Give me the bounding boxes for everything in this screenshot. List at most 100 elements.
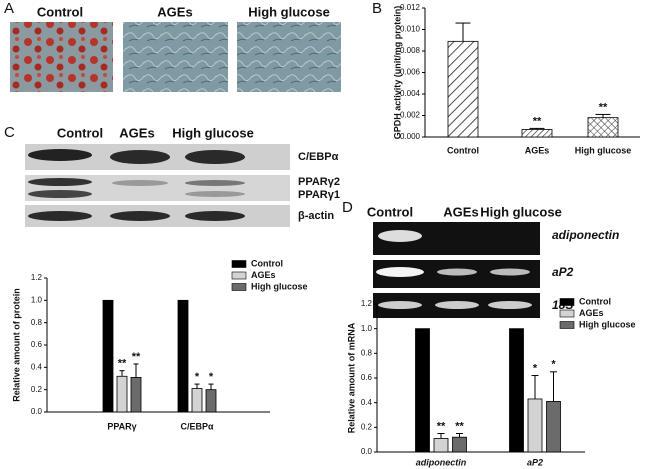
micrograph [123, 22, 228, 92]
bar [527, 398, 543, 453]
y-tick-label: 0.008 [400, 46, 421, 55]
y-tick-label: 0.4 [31, 362, 43, 371]
band-label: C/EBPα [298, 151, 339, 163]
significance-label: ** [437, 420, 446, 432]
panel-label: A [4, 0, 14, 17]
x-tick-label: PPARγ [107, 421, 136, 431]
legend-label: Control [579, 296, 611, 306]
y-tick-label: 0.0 [31, 407, 43, 416]
bar [587, 117, 619, 138]
y-tick-label: 1.0 [31, 295, 43, 304]
legend-swatch [559, 298, 575, 306]
legend-label: Control [251, 258, 283, 268]
bar [415, 328, 430, 453]
legend-label: AGEs [579, 308, 604, 318]
significance-label: ** [455, 420, 464, 432]
x-tick-label: adiponectin [416, 457, 467, 467]
y-axis-title: Relative amount of mRNA [346, 322, 356, 433]
band-label: PPARγ1 [298, 189, 340, 201]
image-label: AGEs [157, 4, 192, 19]
error-bar [208, 383, 214, 390]
image-label: Control [37, 4, 83, 19]
bar [177, 299, 189, 413]
error-bar [133, 363, 139, 378]
significance-label: * [195, 371, 200, 383]
error-bar [531, 375, 539, 399]
error-bar [456, 433, 463, 438]
y-tick-label: 0.2 [31, 385, 43, 394]
y-tick-label: 0.0 [361, 447, 373, 456]
y-tick-label: 0.6 [31, 340, 43, 349]
panel-label: D [342, 199, 353, 216]
legend-label: AGEs [251, 270, 276, 280]
y-tick-label: 0.6 [361, 373, 373, 382]
significance-label: ** [132, 351, 141, 363]
y-tick-label: 0.8 [361, 348, 373, 357]
lane-label: High glucose [480, 204, 562, 219]
legend-swatch [559, 309, 575, 318]
significance-label: * [533, 362, 538, 374]
error-bar [194, 383, 200, 389]
x-tick-label: AGEs [525, 145, 550, 155]
y-tick-label: 0.2 [361, 422, 373, 431]
error-bar [455, 22, 471, 42]
bar [102, 299, 114, 413]
lane-label: AGEs [119, 125, 154, 140]
bar [205, 389, 217, 413]
y-tick-label: 0.004 [400, 89, 421, 98]
significance-label: ** [599, 101, 608, 113]
y-tick-label: 0.002 [400, 111, 421, 120]
bar [509, 328, 524, 453]
micrograph [237, 22, 341, 92]
x-tick-label: aP2 [527, 457, 543, 467]
western-blot [25, 144, 290, 227]
bar [191, 388, 203, 413]
band-label: β-actin [298, 210, 334, 222]
significance-label: ** [533, 115, 542, 127]
lane-label: High glucose [172, 125, 254, 140]
bar [447, 40, 479, 138]
y-axis-title: Relative amount of protein [11, 288, 21, 402]
x-tick-label: Control [447, 145, 479, 155]
legend-swatch [231, 260, 247, 268]
band-label: aP2 [552, 265, 574, 279]
y-tick-label: 1.2 [31, 273, 43, 282]
lane-label: Control [57, 125, 103, 140]
y-tick-label: 0.010 [400, 25, 421, 34]
x-tick-label: High glucose [575, 145, 632, 155]
y-tick-label: 0.012 [400, 3, 421, 12]
gel [373, 222, 540, 318]
error-bar [550, 371, 557, 402]
error-bar [529, 127, 545, 130]
y-tick-label: 1.0 [361, 324, 373, 333]
legend-label: High glucose [579, 319, 636, 329]
y-tick-label: 0.000 [400, 132, 421, 141]
image-label: High glucose [248, 4, 330, 19]
band-label: adiponectin [552, 228, 619, 242]
legend-swatch [231, 271, 247, 280]
y-axis-title: GPDH activity (unit/mg protein) [392, 6, 402, 140]
x-tick-label: C/EBPα [180, 421, 214, 431]
micrograph [10, 22, 113, 92]
chart: 0.000 0.002 0.004 0.006 0.008 0.010 0.012GPDH … [392, 3, 640, 155]
bar [433, 438, 449, 453]
legend-swatch [559, 321, 575, 329]
lane-label: AGEs [443, 204, 478, 219]
bar [116, 375, 128, 413]
bar [130, 376, 142, 413]
bar [546, 401, 561, 453]
error-bar [437, 433, 445, 439]
chart: 0.0 0.2 0.4 0.6 0.8 1.0 1.2 Relative amount of … [346, 296, 635, 467]
legend-label: High glucose [251, 281, 308, 291]
panel-label: C [4, 124, 15, 141]
error-bar [595, 113, 611, 118]
panel-label: B [372, 0, 382, 17]
chart: 0.0 0.2 0.4 0.6 0.8 1.0 1.2 Relative amount of … [11, 258, 307, 431]
y-tick-label: 0.8 [31, 318, 43, 327]
y-tick-label: 1.2 [361, 299, 373, 308]
lane-label: Control [367, 204, 413, 219]
significance-label: * [551, 359, 556, 371]
bar [521, 129, 553, 138]
significance-label: * [209, 371, 214, 383]
